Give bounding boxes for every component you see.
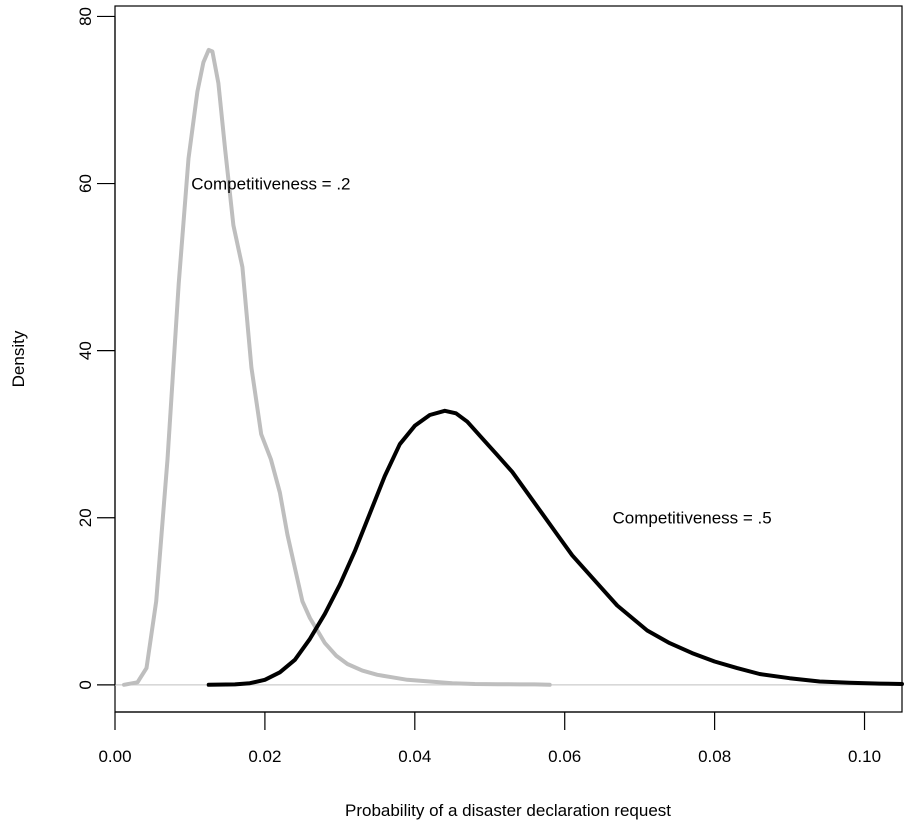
density-line-1: [122, 47, 552, 687]
y-tick-label: 60: [76, 174, 95, 193]
plot-frame: [114, 5, 903, 713]
x-axis: 0.00 0.02 0.04 0.06 0.08 0.10: [98, 711, 881, 766]
series-group: [122, 47, 904, 687]
x-tick-label: 0.08: [698, 747, 731, 766]
x-tick-label: 0.04: [398, 747, 431, 766]
series-annotation-2: Competitiveness = .5: [613, 509, 772, 528]
x-axis-label: Probability of a disaster declaration re…: [345, 801, 671, 820]
y-tick-label: 20: [76, 508, 95, 527]
y-axis-label: Density: [9, 330, 28, 387]
density-line-2: [206, 408, 904, 687]
y-tick-label: 40: [76, 341, 95, 360]
y-tick-label: 80: [76, 7, 95, 26]
annotations: Competitiveness = .2 Competitiveness = .5: [191, 175, 771, 528]
y-tick-label: 0: [76, 680, 95, 689]
x-tick-label: 0.10: [848, 747, 881, 766]
x-tick-label: 0.02: [248, 747, 281, 766]
series-annotation-1: Competitiveness = .2: [191, 175, 350, 194]
y-axis: 0 20 40 60 80: [76, 7, 116, 690]
x-tick-label: 0.00: [98, 747, 131, 766]
x-tick-label: 0.06: [548, 747, 581, 766]
